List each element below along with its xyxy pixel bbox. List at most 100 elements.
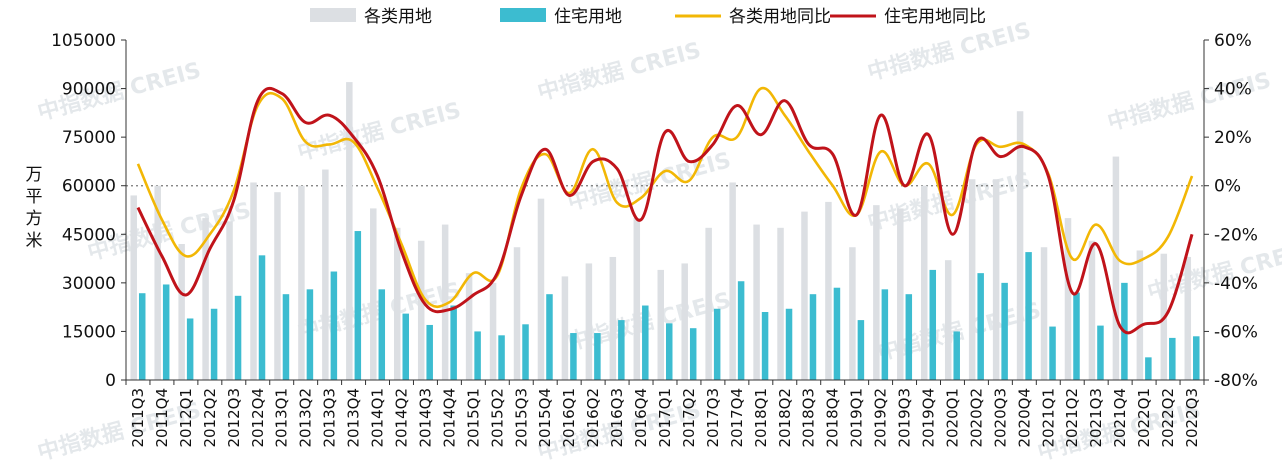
- legend-label: 各类用地: [364, 7, 432, 27]
- x-tick-label: 2020Q2: [967, 388, 985, 448]
- bar-all-land: [513, 247, 521, 380]
- bar-residential-land: [522, 324, 529, 380]
- bar-residential-land: [426, 324, 433, 380]
- bar-residential-land: [1193, 336, 1200, 380]
- x-tick-label: 2022Q1: [1135, 388, 1153, 448]
- bar-residential-land: [402, 313, 409, 380]
- x-tick-label: 2017Q3: [704, 388, 722, 448]
- y-axis-label-char: 平: [26, 187, 43, 207]
- x-tick-label: 2019Q3: [896, 388, 914, 448]
- x-tick-label: 2011Q3: [129, 388, 147, 448]
- bar-residential-land: [929, 269, 937, 380]
- bar-all-land: [825, 201, 832, 380]
- bar-residential-land: [1145, 357, 1152, 380]
- bar-all-land: [944, 260, 952, 380]
- bar-residential-land: [546, 294, 553, 380]
- bar-all-land: [441, 224, 449, 380]
- lines-group: [136, 86, 1194, 335]
- bars-group: [130, 82, 1200, 380]
- bar-residential-land: [642, 305, 649, 380]
- x-tick-label: 2016Q1: [560, 388, 578, 448]
- x-tick-label: 2014Q4: [440, 388, 458, 448]
- bar-all-land: [178, 244, 185, 380]
- x-tick-label: 2021Q2: [1063, 388, 1081, 448]
- y-tick-label-left: 105000: [51, 31, 116, 51]
- x-tick-label: 2021Q1: [1039, 388, 1057, 448]
- bar-residential-land: [785, 308, 793, 380]
- bar-residential-land: [905, 294, 913, 380]
- bar-all-land: [1112, 156, 1120, 380]
- y-tick-label-left: 0: [105, 371, 116, 391]
- x-tick-label: 2012Q2: [201, 388, 219, 448]
- x-tick-label: 2017Q2: [680, 388, 698, 448]
- bar-all-land: [1016, 111, 1024, 380]
- x-tick-label: 2018Q3: [800, 388, 818, 448]
- watermark-text: 中指数据 CREIS: [1105, 67, 1274, 136]
- x-tick-label: 2014Q1: [369, 388, 387, 448]
- y-tick-label-left: 60000: [62, 177, 116, 197]
- bar-all-land: [274, 192, 281, 380]
- y-tick-label-left: 30000: [62, 274, 116, 294]
- bar-all-land: [370, 208, 377, 380]
- bar-residential-land: [354, 231, 362, 380]
- y-tick-label-right: -40%: [1214, 274, 1258, 294]
- bar-all-land: [154, 185, 161, 380]
- bar-all-land: [633, 218, 641, 380]
- y-tick-label-right: -60%: [1214, 322, 1258, 342]
- bar-residential-land: [330, 271, 338, 380]
- bar-all-land: [729, 182, 736, 380]
- legend-swatch: [500, 8, 546, 22]
- bar-all-land: [992, 179, 1000, 380]
- bar-residential-land: [618, 320, 625, 380]
- bar-all-land: [322, 169, 329, 380]
- bar-residential-land: [234, 295, 242, 380]
- bar-all-land: [489, 282, 497, 380]
- x-tick-label: 2015Q4: [536, 388, 554, 448]
- watermark-text: 中指数据 CREIS: [295, 97, 464, 166]
- axes-group: 0 15000 30000 45000 60000 75000 90000 105000 -80…: [51, 31, 1258, 448]
- x-tick-label: 2013Q4: [345, 388, 363, 448]
- bar-all-land: [1064, 218, 1072, 380]
- bar-residential-land: [857, 320, 865, 380]
- bar-all-land: [921, 185, 928, 380]
- x-tick-label: 2015Q3: [512, 388, 530, 448]
- x-tick-label: 2015Q1: [464, 388, 482, 448]
- bar-all-land: [681, 263, 688, 380]
- bar-all-land: [585, 263, 593, 380]
- x-tick-label: 2012Q1: [177, 388, 195, 448]
- y-tick-label-right: 40%: [1214, 80, 1252, 100]
- bar-residential-land: [833, 287, 841, 380]
- bar-all-land: [393, 227, 401, 380]
- y-tick-label-right: -80%: [1214, 371, 1258, 391]
- bar-residential-land: [570, 333, 577, 380]
- legend-swatch: [310, 8, 356, 22]
- bar-residential-land: [666, 323, 673, 380]
- bar-all-land: [1040, 247, 1048, 380]
- x-tick-label: 2016Q2: [584, 388, 602, 448]
- y-tick-label-right: 20%: [1214, 128, 1252, 148]
- bar-residential-land: [1073, 292, 1080, 380]
- bar-residential-land: [258, 255, 266, 380]
- bar-residential-land: [761, 312, 769, 380]
- bar-all-land: [657, 269, 664, 380]
- bar-residential-land: [977, 273, 984, 380]
- y-axis-label-left: 万平方米: [26, 165, 43, 251]
- x-tick-label: 2017Q4: [728, 388, 746, 448]
- bar-all-land: [801, 211, 808, 380]
- bar-all-land: [873, 205, 880, 380]
- legend-label: 各类用地同比: [729, 7, 831, 27]
- x-tick-label: 2014Q2: [392, 388, 410, 448]
- y-axis-label-char: 米: [26, 231, 43, 251]
- bar-all-land: [753, 224, 760, 380]
- x-tick-label: 2022Q2: [1159, 388, 1177, 448]
- bar-residential-land: [498, 335, 505, 380]
- x-tick-label: 2013Q2: [297, 388, 315, 448]
- watermark-text: 中指数据 CREIS: [565, 147, 734, 216]
- bar-all-land: [417, 240, 425, 380]
- bar-residential-land: [809, 294, 817, 380]
- bar-residential-land: [881, 289, 889, 380]
- x-tick-label: 2020Q3: [991, 388, 1009, 448]
- bar-all-land: [561, 276, 569, 380]
- y-axis-label-char: 方: [26, 209, 43, 229]
